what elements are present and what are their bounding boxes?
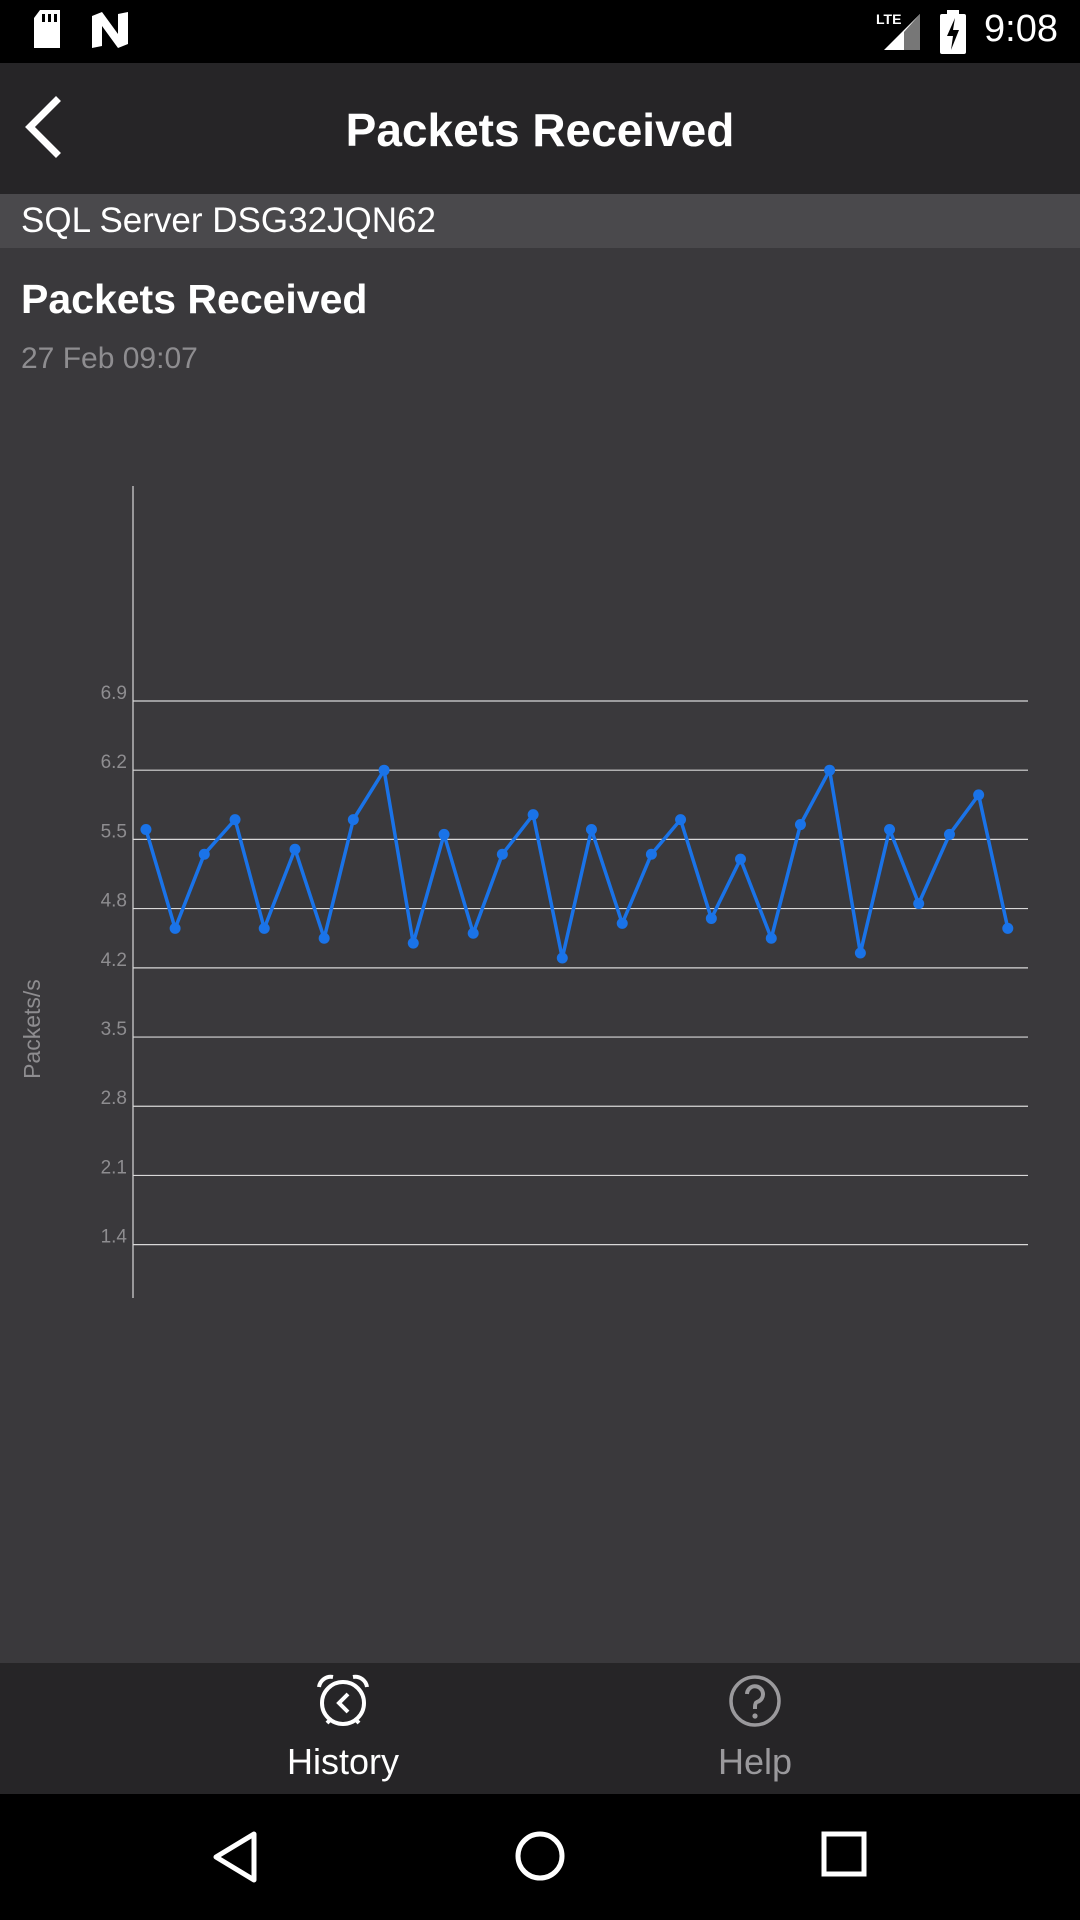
y-tick-label: 3.5 <box>101 1019 127 1040</box>
data-point[interactable] <box>347 814 359 826</box>
system-nav-bar <box>0 1794 1080 1920</box>
y-tick-label: 5.5 <box>101 821 127 842</box>
y-tick-label: 2.8 <box>101 1088 127 1109</box>
home-circle-icon[interactable] <box>514 1830 566 1882</box>
nav-help-label: Help <box>717 1741 793 1782</box>
chart-panel: Packets Received 27 Feb 09:07 0.00.71.42… <box>0 248 1080 1663</box>
y-tick-label: 4.2 <box>101 950 127 971</box>
n-notification-icon <box>92 12 128 48</box>
chart-title: Packets Received <box>21 276 368 322</box>
alarm-clock-history-icon <box>317 1674 369 1726</box>
nav-history[interactable]: History <box>193 1663 493 1794</box>
y-tick-label: 6.2 <box>101 752 127 773</box>
data-point[interactable] <box>705 912 717 924</box>
data-point[interactable] <box>467 927 479 939</box>
data-point[interactable] <box>884 823 896 835</box>
y-tick-label: 2.1 <box>101 1157 127 1178</box>
help-circle-icon <box>729 1675 781 1727</box>
data-point[interactable] <box>943 828 955 840</box>
app-bar: Packets Received <box>0 63 1080 194</box>
data-point[interactable] <box>1002 922 1014 934</box>
data-point[interactable] <box>854 947 866 959</box>
data-point[interactable] <box>140 823 152 835</box>
status-time: 9:08 <box>984 8 1058 50</box>
back-arrow-icon[interactable] <box>14 93 84 163</box>
data-point[interactable] <box>824 764 836 776</box>
data-point[interactable] <box>527 809 539 821</box>
y-tick-label: 4.8 <box>101 891 127 912</box>
sd-card-icon <box>34 10 60 48</box>
y-axis-title: Packets/s <box>19 979 45 1079</box>
nav-help[interactable]: Help <box>605 1663 905 1794</box>
battery-charging-icon <box>940 10 966 54</box>
data-point[interactable] <box>198 848 210 860</box>
server-subheader: SQL Server DSG32JQN62 <box>0 194 1080 248</box>
data-point[interactable] <box>438 828 450 840</box>
data-point[interactable] <box>169 922 181 934</box>
data-point[interactable] <box>973 789 985 801</box>
page-title: Packets Received <box>345 104 735 156</box>
y-tick-label: 6.9 <box>101 683 127 704</box>
status-bar: LTE 9:08 <box>0 0 1080 63</box>
data-point[interactable] <box>556 952 568 964</box>
back-triangle-icon[interactable] <box>210 1830 260 1884</box>
data-point[interactable] <box>794 819 806 831</box>
series-line <box>144 768 1010 960</box>
data-point[interactable] <box>407 937 419 949</box>
data-point[interactable] <box>645 848 657 860</box>
data-point[interactable] <box>675 814 687 826</box>
y-tick-label: 0.7 <box>101 1296 127 1298</box>
recents-square-icon[interactable] <box>820 1830 868 1878</box>
data-point[interactable] <box>318 932 330 944</box>
server-name: SQL Server DSG32JQN62 <box>21 201 436 240</box>
y-tick-label: 1.4 <box>101 1227 128 1248</box>
chart-timestamp: 27 Feb 09:07 <box>21 342 198 375</box>
packets-line-chart[interactable]: 0.00.71.42.12.83.54.24.85.56.26.98:08 AM… <box>0 478 1080 1298</box>
data-point[interactable] <box>585 823 597 835</box>
data-point[interactable] <box>258 922 270 934</box>
data-point[interactable] <box>913 898 925 910</box>
bottom-nav: History Help <box>0 1663 1080 1794</box>
nav-history-label: History <box>286 1741 399 1782</box>
data-point[interactable] <box>229 814 241 826</box>
data-point[interactable] <box>378 764 390 776</box>
data-point[interactable] <box>616 917 628 929</box>
data-point[interactable] <box>735 853 746 865</box>
data-point[interactable] <box>289 843 301 855</box>
svg-text:LTE: LTE <box>876 11 901 27</box>
data-point[interactable] <box>496 848 508 860</box>
data-point[interactable] <box>765 932 777 944</box>
lte-signal-icon: LTE <box>876 11 920 50</box>
